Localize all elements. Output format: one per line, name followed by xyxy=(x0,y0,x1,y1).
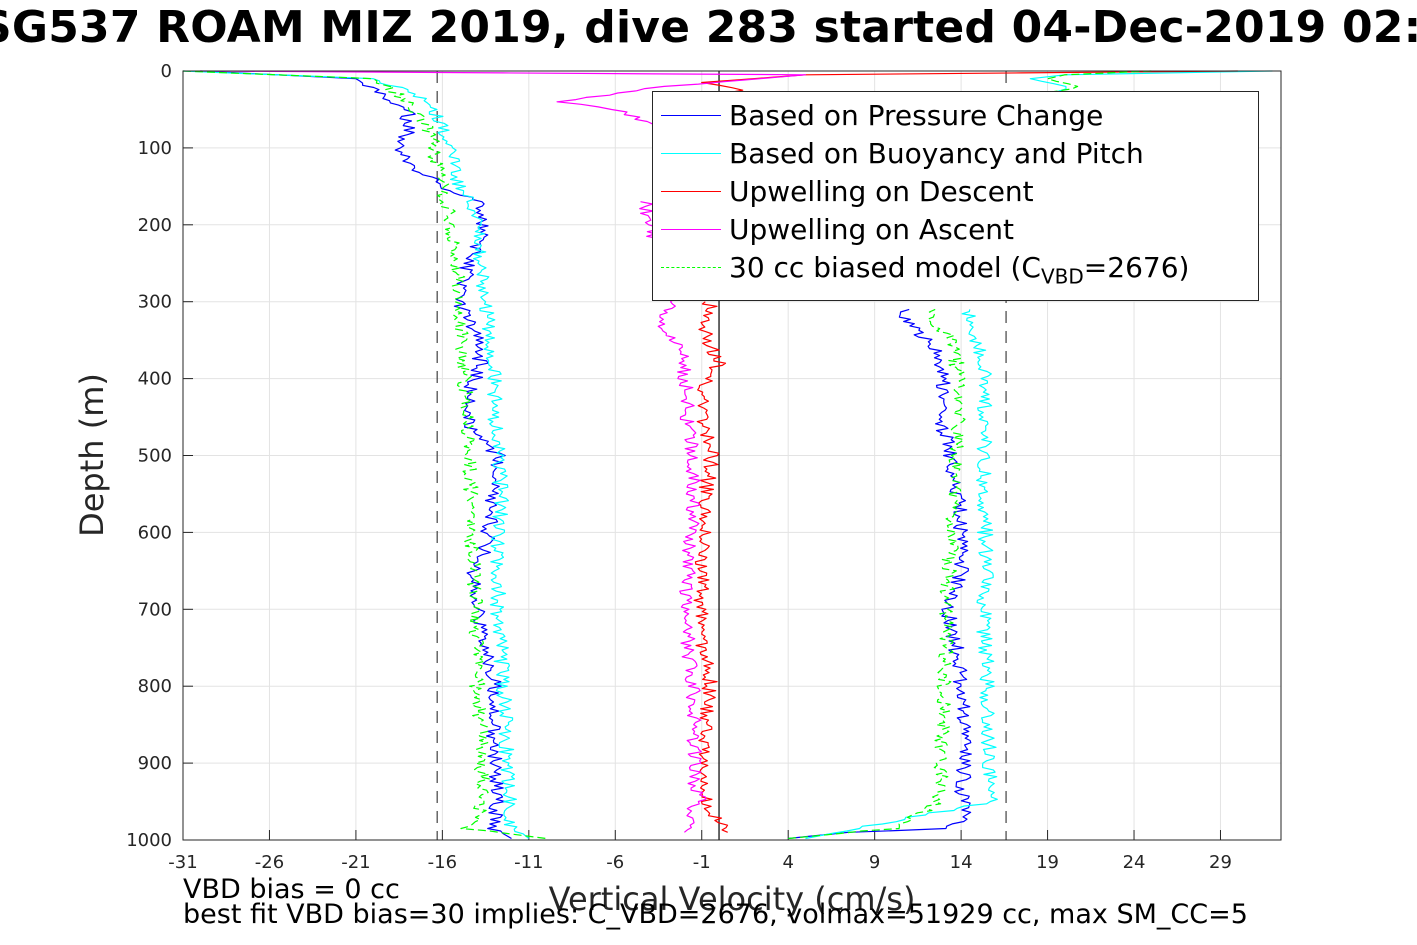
x-tick-label: 24 xyxy=(1123,852,1146,873)
series-line-4 xyxy=(1046,70,1152,95)
x-tick-label: -21 xyxy=(341,852,370,873)
y-tick-label: 400 xyxy=(138,369,172,390)
x-tick-label: -31 xyxy=(168,852,197,873)
y-axis-title: Depth (m) xyxy=(73,373,111,537)
legend-swatch-pressure xyxy=(661,115,721,116)
x-axis-title: Vertical Velocity (cm/s) xyxy=(549,880,916,918)
legend-swatch-biased-model xyxy=(661,267,721,268)
y-tick-label: 100 xyxy=(138,138,172,159)
series-line-1 xyxy=(805,309,998,840)
plot-frame xyxy=(182,70,1282,841)
series-line-3 xyxy=(639,201,707,833)
series-line-1 xyxy=(182,70,530,839)
series-line-4 xyxy=(182,70,547,840)
y-tick-label: 300 xyxy=(138,292,172,313)
legend-swatch-upwelling-ascent xyxy=(661,229,721,230)
legend-label-upwelling-ascent: Upwelling on Ascent xyxy=(729,213,1015,246)
legend-label-upwelling-descent: Upwelling on Descent xyxy=(729,175,1034,208)
y-tick-labels: 0 100 200 300 400 500 600 700 800 900 1000 xyxy=(126,61,172,851)
legend-item-biased-model: 30 cc biased model (CVBD=2676) xyxy=(653,249,1258,289)
x-tick-label: 9 xyxy=(869,852,880,873)
y-tick-label: 0 xyxy=(161,61,172,82)
vbd-bias-note: VBD bias = 0 cc xyxy=(183,874,400,905)
x-tick-label: 14 xyxy=(950,852,973,873)
x-tick-label: -16 xyxy=(428,852,457,873)
legend-item-pressure: Based on Pressure Change xyxy=(653,97,1258,135)
y-tick-label: 800 xyxy=(138,676,172,697)
legend-label-buoyancy: Based on Buoyancy and Pitch xyxy=(729,137,1144,170)
legend-item-upwelling-descent: Upwelling on Descent xyxy=(653,173,1258,211)
legend-label-biased-model-main: 30 cc biased model (C xyxy=(729,251,1041,284)
y-tick-label: 700 xyxy=(138,599,172,620)
y-tick-label: 600 xyxy=(138,522,172,543)
legend-label-biased-model-sub: VBD xyxy=(1040,264,1084,289)
x-tick-label: -11 xyxy=(514,852,543,873)
x-tick-label: -26 xyxy=(255,852,284,873)
best-fit-note: best fit VBD bias=30 implies: C_VBD=2676… xyxy=(183,899,1248,930)
legend-swatch-buoyancy xyxy=(661,153,721,154)
x-tick-label: -6 xyxy=(606,852,624,873)
chart-title: SG537 ROAM MIZ 2019, dive 283 started 04… xyxy=(0,2,1417,53)
legend-label-biased-model: 30 cc biased model (CVBD=2676) xyxy=(729,251,1189,289)
legend-item-upwelling-ascent: Upwelling on Ascent xyxy=(653,211,1258,249)
legend-item-buoyancy: Based on Buoyancy and Pitch xyxy=(653,135,1258,173)
x-tick-label: -1 xyxy=(693,852,711,873)
legend-label-biased-model-suffix: =2676) xyxy=(1083,251,1190,284)
y-tick-label: 1000 xyxy=(126,830,172,851)
legend-label-pressure: Based on Pressure Change xyxy=(729,99,1104,132)
legend: Based on Pressure Change Based on Buoyan… xyxy=(652,91,1259,301)
series-line-0 xyxy=(788,308,972,840)
y-tick-label: 500 xyxy=(138,446,172,467)
series-line-3 xyxy=(200,70,807,133)
x-tick-label: 4 xyxy=(782,852,793,873)
y-tick-label: 200 xyxy=(138,215,172,236)
legend-swatch-upwelling-descent xyxy=(661,191,721,192)
x-tick-labels: -31 -26 -21 -16 -11 -6 -1 4 9 14 19 24 29 xyxy=(168,852,1232,873)
series-line-2 xyxy=(693,301,729,833)
x-tick-label: 19 xyxy=(1036,852,1059,873)
x-tick-label: 29 xyxy=(1209,852,1232,873)
y-tick-label: 900 xyxy=(138,753,172,774)
series-line-4 xyxy=(788,308,966,840)
